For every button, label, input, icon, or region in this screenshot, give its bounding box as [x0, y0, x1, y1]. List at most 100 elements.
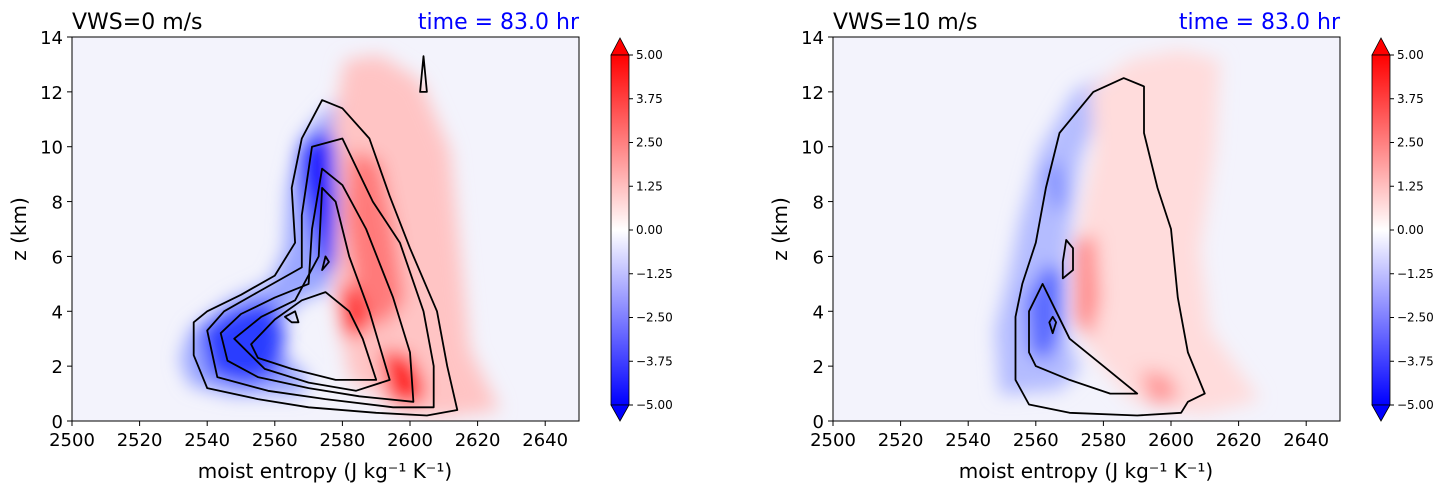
plot-area [72, 37, 579, 421]
colorbar-body [1371, 54, 1391, 406]
colorbar-tick-label: 0.00 [636, 223, 663, 237]
x-tick-label: 2500 [49, 430, 95, 451]
panel-title: VWS=0 m/s [72, 10, 203, 35]
x-tick-label: 2540 [945, 430, 991, 451]
colorbar-tick-label: 2.50 [1397, 136, 1424, 150]
neg-shade-low [200, 300, 285, 385]
contour-line [1028, 283, 1139, 395]
x-axis-label: moist entropy (J kg⁻¹ K⁻¹) [959, 459, 1213, 483]
plot-frame [71, 36, 580, 422]
contour-lines [1014, 77, 1206, 417]
x-tick-label: 2580 [319, 430, 365, 451]
contour-lines [192, 55, 459, 417]
y-axis-label: z (km) [7, 197, 31, 261]
y-axis-ticks: 0 2 4 6 8 10 12 14 [40, 28, 72, 433]
colorbar: 5.00 3.75 2.50 1.25 0.00 −1.25 −2.50 −3.75 −5.00 [610, 37, 673, 422]
colorbar-tick-label: −3.75 [636, 354, 673, 368]
y-tick-label: 0 [52, 412, 63, 433]
x-tick-label: 2520 [117, 430, 163, 451]
contour-line [1014, 77, 1206, 417]
neg-shade-core [1025, 265, 1062, 360]
contour-line [284, 310, 300, 324]
colorbar-ticks: 5.00 3.75 2.50 1.25 0.00 −1.25 −2.50 −3.75 −5.00 [629, 48, 673, 412]
colorbar-extend-min [1371, 404, 1391, 422]
x-tick-label: 2560 [252, 430, 298, 451]
x-axis-ticks: 2500 2520 2540 2560 2580 2600 2620 2640 [810, 421, 1329, 451]
colorbar-tick-label: −1.25 [1397, 267, 1434, 281]
x-tick-label: 2600 [387, 430, 433, 451]
colorbar-tick-label: 5.00 [1397, 48, 1424, 62]
colorbar-tick-label: 3.75 [636, 92, 663, 106]
colorbar-tick-label: 5.00 [636, 48, 663, 62]
colorbar-tick-label: −1.25 [636, 267, 673, 281]
plot-frame [832, 36, 1341, 422]
y-tick-label: 6 [813, 247, 824, 268]
pos-shade-low [380, 350, 425, 405]
x-tick-label: 2500 [810, 430, 856, 451]
y-tick-label: 10 [801, 138, 824, 159]
x-tick-label: 2640 [1283, 430, 1329, 451]
contour-line [321, 255, 330, 271]
x-tick-label: 2620 [455, 430, 501, 451]
colorbar-tick-label: −5.00 [1397, 398, 1434, 412]
colorbar-extend-min [610, 404, 630, 422]
y-tick-label: 8 [52, 193, 63, 214]
y-axis-ticks: 0 2 4 6 8 10 12 14 [801, 28, 833, 433]
neg-shade-broad [995, 75, 1110, 395]
y-tick-label: 14 [40, 28, 63, 49]
contour-line [1061, 239, 1074, 280]
colorbar-tick-label: 3.75 [1397, 92, 1424, 106]
x-tick-label: 2560 [1013, 430, 1059, 451]
colorbar-tick-label: −2.50 [1397, 311, 1434, 325]
colorbar-extend-max [1371, 37, 1391, 56]
y-tick-label: 4 [52, 302, 63, 323]
y-tick-label: 2 [52, 357, 63, 378]
colorbar-tick-label: 2.50 [636, 136, 663, 150]
plot-area [833, 37, 1340, 421]
x-tick-label: 2540 [184, 430, 230, 451]
colorbar: 5.00 3.75 2.50 1.25 0.00 −1.25 −2.50 −3.75 −5.00 [1371, 37, 1434, 422]
y-tick-label: 6 [52, 247, 63, 268]
x-tick-label: 2580 [1080, 430, 1126, 451]
pos-shade-broad [1075, 50, 1260, 415]
contour-line [192, 99, 459, 417]
y-tick-label: 14 [801, 28, 824, 49]
colorbar-tick-label: −5.00 [636, 398, 673, 412]
shaded-field [995, 50, 1260, 415]
contour-line [233, 187, 391, 392]
x-tick-label: 2600 [1148, 430, 1194, 451]
colorbar-tick-label: 1.25 [1397, 179, 1424, 193]
colorbar-body [610, 54, 630, 406]
x-axis-ticks: 2500 2520 2540 2560 2580 2600 2620 2640 [49, 421, 568, 451]
x-axis-label: moist entropy (J kg⁻¹ K⁻¹) [198, 459, 452, 483]
time-label: time = 83.0 hr [418, 10, 580, 35]
contour-line [206, 137, 435, 409]
y-tick-label: 12 [40, 83, 63, 104]
contour-line [219, 167, 415, 403]
y-tick-label: 8 [813, 193, 824, 214]
time-label: time = 83.0 hr [1179, 10, 1341, 35]
y-tick-label: 0 [813, 412, 824, 433]
colorbar-tick-label: −2.50 [636, 311, 673, 325]
panel-vws-10: VWS=10 m/s time = 83.0 hr 2500 2520 2540 25… [768, 10, 1434, 483]
contour-line [419, 55, 428, 93]
y-tick-label: 4 [813, 302, 824, 323]
pos-shade-mid [1075, 235, 1100, 340]
contour-line [250, 291, 378, 381]
x-tick-label: 2620 [1216, 430, 1262, 451]
y-axis-label: z (km) [768, 197, 792, 261]
x-tick-label: 2520 [878, 430, 924, 451]
y-tick-label: 2 [813, 357, 824, 378]
colorbar-extend-max [610, 37, 630, 56]
colorbar-ticks: 5.00 3.75 2.50 1.25 0.00 −1.25 −2.50 −3.75 −5.00 [1390, 48, 1434, 412]
contour-line [1048, 315, 1057, 335]
y-tick-label: 12 [801, 83, 824, 104]
pos-shade-low [1140, 370, 1180, 405]
panel-vws-0: VWS=0 m/s time = 83.0 hr 2500 2520 2540 256… [7, 10, 673, 483]
panel-title: VWS=10 m/s [833, 10, 978, 35]
y-tick-label: 10 [40, 138, 63, 159]
colorbar-tick-label: −3.75 [1397, 354, 1434, 368]
x-tick-label: 2640 [522, 430, 568, 451]
colorbar-tick-label: 1.25 [636, 179, 663, 193]
